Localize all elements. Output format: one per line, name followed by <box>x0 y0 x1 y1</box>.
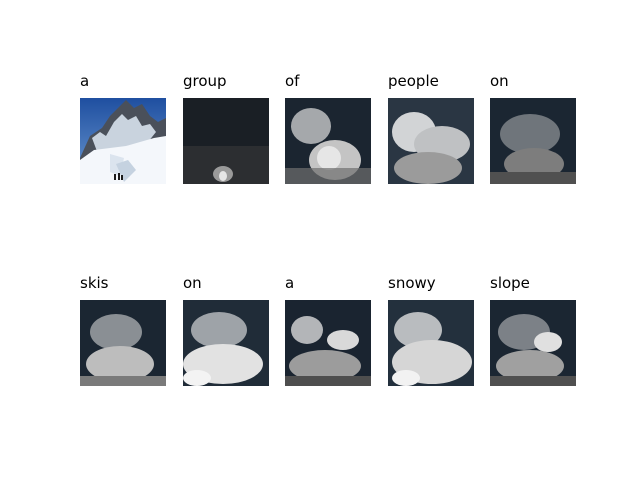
caption-word: of <box>285 72 300 90</box>
caption-word: snowy <box>388 274 436 292</box>
caption-word: people <box>388 72 439 90</box>
attention-map <box>183 98 269 184</box>
caption-word: on <box>183 274 202 292</box>
caption-word: group <box>183 72 227 90</box>
attention-map <box>490 300 576 386</box>
attention-map <box>388 300 474 386</box>
attention-map <box>285 300 371 386</box>
attention-map <box>490 98 576 184</box>
caption-word: skis <box>80 274 109 292</box>
caption-word: on <box>490 72 509 90</box>
caption-word: slope <box>490 274 530 292</box>
caption-word: a <box>80 72 90 90</box>
attention-map <box>285 98 371 184</box>
caption-word: a <box>285 274 295 292</box>
attention-map <box>388 98 474 184</box>
attention-map <box>80 300 166 386</box>
attention-map <box>183 300 269 386</box>
original-image <box>80 98 166 184</box>
